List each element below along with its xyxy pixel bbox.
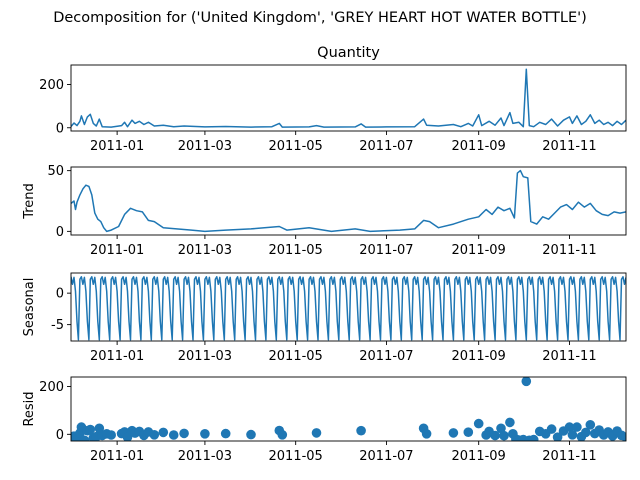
panel-resid: 0 200 2011-01 2011-03 2011-05 2011-07 2011-09 2… xyxy=(22,376,627,464)
resid-point xyxy=(505,417,515,428)
resid-data xyxy=(71,377,626,441)
trend-ytick-label: 0 xyxy=(56,225,64,240)
seasonal-xtick-label: 2011-11 xyxy=(542,349,596,364)
seasonal-axes-frame xyxy=(70,272,627,342)
trend-ylabel: Trend xyxy=(22,183,37,220)
trend-xtick-label: 2011-03 xyxy=(178,243,232,258)
trend-xtick-label: 2011-05 xyxy=(269,243,323,258)
resid-point xyxy=(621,432,626,441)
trend-xtick-label: 2011-11 xyxy=(542,243,596,258)
trend-ytick-label: 50 xyxy=(47,164,64,179)
resid-xtick-label: 2011-01 xyxy=(90,449,144,464)
observed-data xyxy=(71,68,626,128)
resid-point xyxy=(564,422,575,432)
resid-point xyxy=(490,430,500,441)
seasonal-data xyxy=(71,276,626,341)
trend-axes-frame xyxy=(70,166,627,236)
trend-xtick-label: 2011-01 xyxy=(90,243,144,258)
resid-point xyxy=(220,428,231,439)
resid-point xyxy=(356,425,366,436)
resid-point xyxy=(94,423,105,434)
seasonal-xtick-label: 2011-05 xyxy=(269,349,323,364)
resid-xtick-label: 2011-09 xyxy=(452,449,506,464)
resid-point xyxy=(179,428,189,439)
observed-series-line xyxy=(71,68,626,128)
resid-point xyxy=(473,418,484,429)
seasonal-ytick-label: 0 xyxy=(56,287,64,302)
observed-ytick-label: 200 xyxy=(39,78,64,93)
observed-ytick-label: 0 xyxy=(56,121,64,136)
resid-point xyxy=(277,430,288,440)
panel-observed: 0 200 2011-01 2011-03 2011-05 2011-07 2011-09 2… xyxy=(39,45,627,154)
resid-point xyxy=(499,430,509,441)
resid-point xyxy=(106,430,116,440)
resid-point xyxy=(421,429,432,439)
resid-ytick-label: 200 xyxy=(39,380,64,395)
resid-xtick-label: 2011-03 xyxy=(178,449,232,464)
seasonal-xtick-label: 2011-07 xyxy=(359,349,413,364)
trend-xtick-label: 2011-07 xyxy=(359,243,413,258)
resid-point xyxy=(572,422,582,432)
observed-xtick-label: 2011-07 xyxy=(359,139,413,154)
trend-data xyxy=(71,169,626,233)
panels: 0 200 2011-01 2011-03 2011-05 2011-07 2011-09 2… xyxy=(22,45,627,464)
resid-ytick-label: 0 xyxy=(56,428,64,443)
resid-point xyxy=(521,377,532,387)
seasonal-xtick-label: 2011-09 xyxy=(452,349,506,364)
resid-point xyxy=(585,420,596,430)
resid-point xyxy=(246,429,256,440)
resid-point xyxy=(448,428,459,438)
observed-xtick-label: 2011-05 xyxy=(269,139,323,154)
observed-xtick-label: 2011-03 xyxy=(178,139,232,154)
resid-point xyxy=(496,423,506,434)
panel-trend: 0 50 2011-01 2011-03 2011-05 2011-07 2011-09 20… xyxy=(22,164,627,258)
resid-point xyxy=(168,430,179,440)
resid-xtick-label: 2011-11 xyxy=(542,449,596,464)
observed-xtick-label: 2011-11 xyxy=(542,139,596,154)
resid-point xyxy=(546,424,557,434)
seasonal-xtick-label: 2011-01 xyxy=(90,349,144,364)
seasonal-series-line xyxy=(71,276,626,341)
seasonal-xtick-label: 2011-03 xyxy=(178,349,232,364)
resid-xtick-label: 2011-07 xyxy=(359,449,413,464)
seasonal-ytick-label: -5 xyxy=(51,318,64,333)
resid-point xyxy=(311,428,322,438)
trend-xtick-label: 2011-09 xyxy=(452,243,506,258)
figure-suptitle: Decomposition for ('United Kingdom', 'GR… xyxy=(53,10,587,26)
panel-seasonal: -5 0 2011-01 2011-03 2011-05 2011-07 2011-09 20… xyxy=(22,272,627,364)
resid-point xyxy=(552,432,563,441)
resid-point xyxy=(567,430,578,440)
resid-point xyxy=(581,427,591,438)
trend-series-line xyxy=(71,169,626,233)
resid-point xyxy=(85,424,96,435)
resid-axes-frame xyxy=(70,376,627,442)
observed-panel-title: Quantity xyxy=(317,45,380,61)
resid-point xyxy=(200,429,210,439)
observed-axes-frame xyxy=(70,64,627,132)
resid-point xyxy=(463,427,474,438)
observed-xtick-label: 2011-01 xyxy=(90,139,144,154)
resid-xtick-label: 2011-05 xyxy=(269,449,323,464)
resid-point xyxy=(528,434,539,441)
resid-point xyxy=(158,427,169,438)
resid-point xyxy=(149,430,160,440)
seasonal-ylabel: Seasonal xyxy=(22,278,37,337)
resid-ylabel: Resid xyxy=(22,391,37,426)
resid-point xyxy=(79,435,90,441)
observed-xtick-label: 2011-09 xyxy=(452,139,506,154)
